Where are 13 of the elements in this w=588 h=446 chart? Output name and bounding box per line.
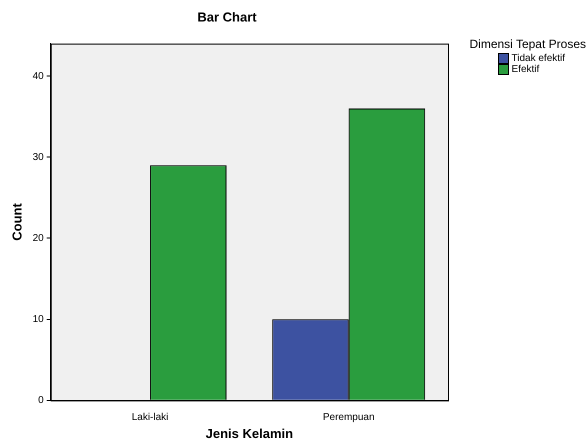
y-tick-label: 40 <box>32 70 44 82</box>
legend-title: Dimensi Tepat Proses <box>470 37 586 51</box>
x-tick-label: Laki-laki <box>132 412 168 424</box>
x-tick-label: Perempuan <box>322 412 375 424</box>
y-tick-label: 30 <box>32 152 44 163</box>
legend-label: Tidak efektif <box>512 53 566 64</box>
y-tick-label: 20 <box>32 232 44 244</box>
legend-label: Efektif <box>512 64 540 75</box>
y-tick-label: 10 <box>32 314 44 326</box>
y-tick-label: 0 <box>38 395 44 406</box>
x-axis-title: Jenis Kelamin <box>206 426 294 441</box>
y-axis-title: Count <box>9 202 24 241</box>
chart-title: Bar Chart <box>197 9 258 24</box>
